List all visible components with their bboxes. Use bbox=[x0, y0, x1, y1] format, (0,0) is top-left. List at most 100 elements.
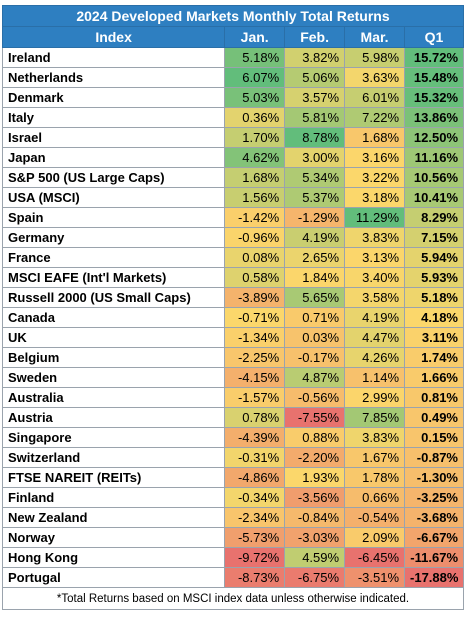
table-row: Australia -1.57% -0.56% 2.99% 0.81% bbox=[1, 387, 464, 408]
jan-return-cell: -0.31% bbox=[224, 447, 286, 468]
index-name-cell: Germany bbox=[1, 227, 226, 248]
table-row: France 0.08% 2.65% 3.13% 5.94% bbox=[1, 247, 464, 268]
jan-return-cell: -4.15% bbox=[224, 367, 286, 388]
mar-return-cell: 4.19% bbox=[344, 307, 406, 328]
q1-return-cell: 15.72% bbox=[404, 47, 464, 68]
index-name-cell: Switzerland bbox=[1, 447, 226, 468]
feb-return-cell: -0.17% bbox=[284, 347, 346, 368]
index-name-cell: Italy bbox=[1, 107, 226, 128]
mar-return-cell: 3.22% bbox=[344, 167, 406, 188]
mar-return-cell: 7.85% bbox=[344, 407, 406, 428]
jan-return-cell: 1.70% bbox=[224, 127, 286, 148]
jan-return-cell: -2.25% bbox=[224, 347, 286, 368]
mar-return-cell: 2.99% bbox=[344, 387, 406, 408]
column-header-feb: Feb. bbox=[284, 26, 346, 48]
table-row: FTSE NAREIT (REITs) -4.86% 1.93% 1.78% -1.30… bbox=[1, 467, 464, 488]
table-row: Austria 0.78% -7.55% 7.85% 0.49% bbox=[1, 407, 464, 428]
feb-return-cell: 3.00% bbox=[284, 147, 346, 168]
jan-return-cell: -0.71% bbox=[224, 307, 286, 328]
feb-return-cell: -3.03% bbox=[284, 527, 346, 548]
feb-return-cell: -0.56% bbox=[284, 387, 346, 408]
table-row: Sweden -4.15% 4.87% 1.14% 1.66% bbox=[1, 367, 464, 388]
q1-return-cell: 3.11% bbox=[404, 327, 464, 348]
jan-return-cell: 0.78% bbox=[224, 407, 286, 428]
table-row: Russell 2000 (US Small Caps) -3.89% 5.65% 3… bbox=[1, 287, 464, 308]
feb-return-cell: -0.84% bbox=[284, 507, 346, 528]
table-row: MSCI EAFE (Int'l Markets) 0.58% 1.84% 3.40%… bbox=[1, 267, 464, 288]
table-row: Ireland 5.18% 3.82% 5.98% 15.72% bbox=[1, 47, 464, 68]
index-name-cell: UK bbox=[1, 327, 226, 348]
feb-return-cell: 5.34% bbox=[284, 167, 346, 188]
feb-return-cell: -7.55% bbox=[284, 407, 346, 428]
jan-return-cell: -5.73% bbox=[224, 527, 286, 548]
table-row: Portugal -8.73% -6.75% -3.51% -17.88% bbox=[1, 567, 464, 588]
jan-return-cell: 4.62% bbox=[224, 147, 286, 168]
q1-return-cell: 13.86% bbox=[404, 107, 464, 128]
index-name-cell: FTSE NAREIT (REITs) bbox=[1, 467, 226, 488]
column-header-jan: Jan. bbox=[224, 26, 286, 48]
index-name-cell: Finland bbox=[1, 487, 226, 508]
table-row: Israel 1.70% 8.78% 1.68% 12.50% bbox=[1, 127, 464, 148]
index-name-cell: Netherlands bbox=[1, 67, 226, 88]
feb-return-cell: 0.71% bbox=[284, 307, 346, 328]
feb-return-cell: 4.59% bbox=[284, 547, 346, 568]
table-row: Italy 0.36% 5.81% 7.22% 13.86% bbox=[1, 107, 464, 128]
q1-return-cell: 11.16% bbox=[404, 147, 464, 168]
q1-return-cell: 1.74% bbox=[404, 347, 464, 368]
feb-return-cell: 4.87% bbox=[284, 367, 346, 388]
index-name-cell: Singapore bbox=[1, 427, 226, 448]
jan-return-cell: -2.34% bbox=[224, 507, 286, 528]
mar-return-cell: 1.67% bbox=[344, 447, 406, 468]
jan-return-cell: 5.18% bbox=[224, 47, 286, 68]
mar-return-cell: 3.58% bbox=[344, 287, 406, 308]
index-name-cell: Russell 2000 (US Small Caps) bbox=[1, 287, 226, 308]
mar-return-cell: -6.45% bbox=[344, 547, 406, 568]
feb-return-cell: 1.84% bbox=[284, 267, 346, 288]
feb-return-cell: 4.19% bbox=[284, 227, 346, 248]
table-row: S&P 500 (US Large Caps) 1.68% 5.34% 3.22% 10… bbox=[1, 167, 464, 188]
table-row: Netherlands 6.07% 5.06% 3.63% 15.48% bbox=[1, 67, 464, 88]
mar-return-cell: 1.78% bbox=[344, 467, 406, 488]
table-row: Hong Kong -9.72% 4.59% -6.45% -11.67% bbox=[1, 547, 464, 568]
q1-return-cell: 8.29% bbox=[404, 207, 464, 228]
index-name-cell: Sweden bbox=[1, 367, 226, 388]
index-name-cell: Japan bbox=[1, 147, 226, 168]
table-row: Japan 4.62% 3.00% 3.16% 11.16% bbox=[1, 147, 464, 168]
feb-return-cell: 5.37% bbox=[284, 187, 346, 208]
feb-return-cell: 5.81% bbox=[284, 107, 346, 128]
q1-return-cell: 0.49% bbox=[404, 407, 464, 428]
table-row: Canada -0.71% 0.71% 4.19% 4.18% bbox=[1, 307, 464, 328]
returns-table-container: 2024 Developed Markets Monthly Total Ret… bbox=[1, 5, 464, 610]
feb-return-cell: 0.88% bbox=[284, 427, 346, 448]
index-name-cell: France bbox=[1, 247, 226, 268]
q1-return-cell: 15.48% bbox=[404, 67, 464, 88]
mar-return-cell: 11.29% bbox=[344, 207, 406, 228]
index-name-cell: Australia bbox=[1, 387, 226, 408]
column-header-index: Index bbox=[1, 26, 226, 48]
feb-return-cell: 3.82% bbox=[284, 47, 346, 68]
table-row: UK -1.34% 0.03% 4.47% 3.11% bbox=[1, 327, 464, 348]
q1-return-cell: 10.41% bbox=[404, 187, 464, 208]
feb-return-cell: 5.06% bbox=[284, 67, 346, 88]
q1-return-cell: -6.67% bbox=[404, 527, 464, 548]
header-row: Index Jan. Feb. Mar. Q1 bbox=[1, 26, 464, 48]
index-name-cell: Norway bbox=[1, 527, 226, 548]
table-title: 2024 Developed Markets Monthly Total Ret… bbox=[2, 5, 464, 27]
mar-return-cell: 1.14% bbox=[344, 367, 406, 388]
q1-return-cell: 0.81% bbox=[404, 387, 464, 408]
index-name-cell: Hong Kong bbox=[1, 547, 226, 568]
table-row: Singapore -4.39% 0.88% 3.83% 0.15% bbox=[1, 427, 464, 448]
jan-return-cell: -4.39% bbox=[224, 427, 286, 448]
table-row: Switzerland -0.31% -2.20% 1.67% -0.87% bbox=[1, 447, 464, 468]
mar-return-cell: 3.63% bbox=[344, 67, 406, 88]
jan-return-cell: 1.68% bbox=[224, 167, 286, 188]
index-name-cell: Denmark bbox=[1, 87, 226, 108]
q1-return-cell: 7.15% bbox=[404, 227, 464, 248]
jan-return-cell: -4.86% bbox=[224, 467, 286, 488]
title-row: 2024 Developed Markets Monthly Total Ret… bbox=[2, 5, 464, 27]
q1-return-cell: 5.18% bbox=[404, 287, 464, 308]
mar-return-cell: 3.83% bbox=[344, 427, 406, 448]
mar-return-cell: 5.98% bbox=[344, 47, 406, 68]
table-row: Denmark 5.03% 3.57% 6.01% 15.32% bbox=[1, 87, 464, 108]
jan-return-cell: 0.58% bbox=[224, 267, 286, 288]
